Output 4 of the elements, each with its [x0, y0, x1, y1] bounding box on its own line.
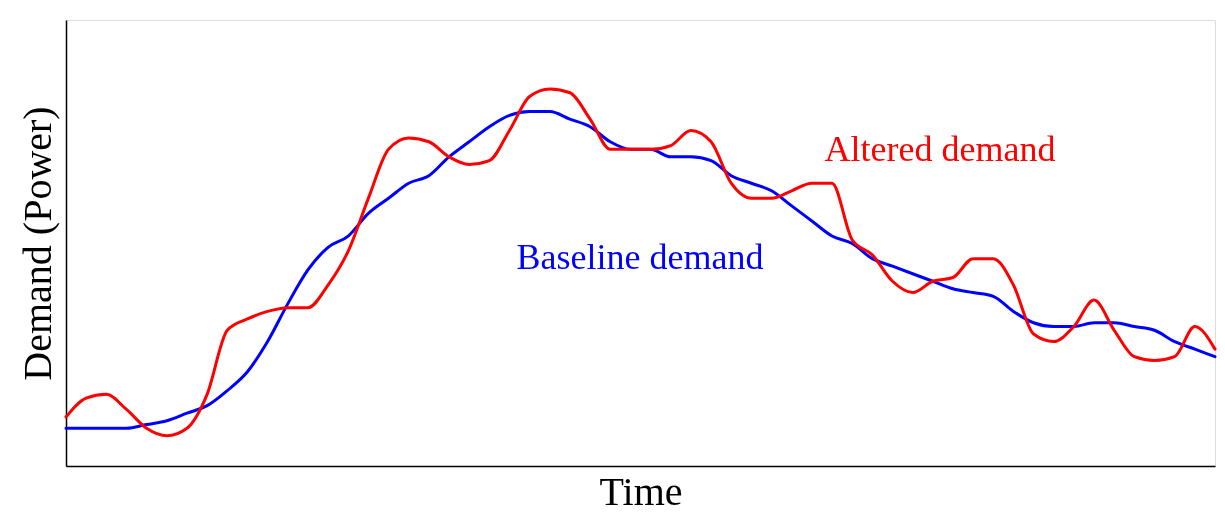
y-axis-title: Demand (Power) [14, 106, 60, 381]
series-label: Baseline demand [516, 237, 764, 277]
series-label: Altered demand [824, 129, 1056, 169]
x-axis-title: Time [599, 468, 683, 514]
